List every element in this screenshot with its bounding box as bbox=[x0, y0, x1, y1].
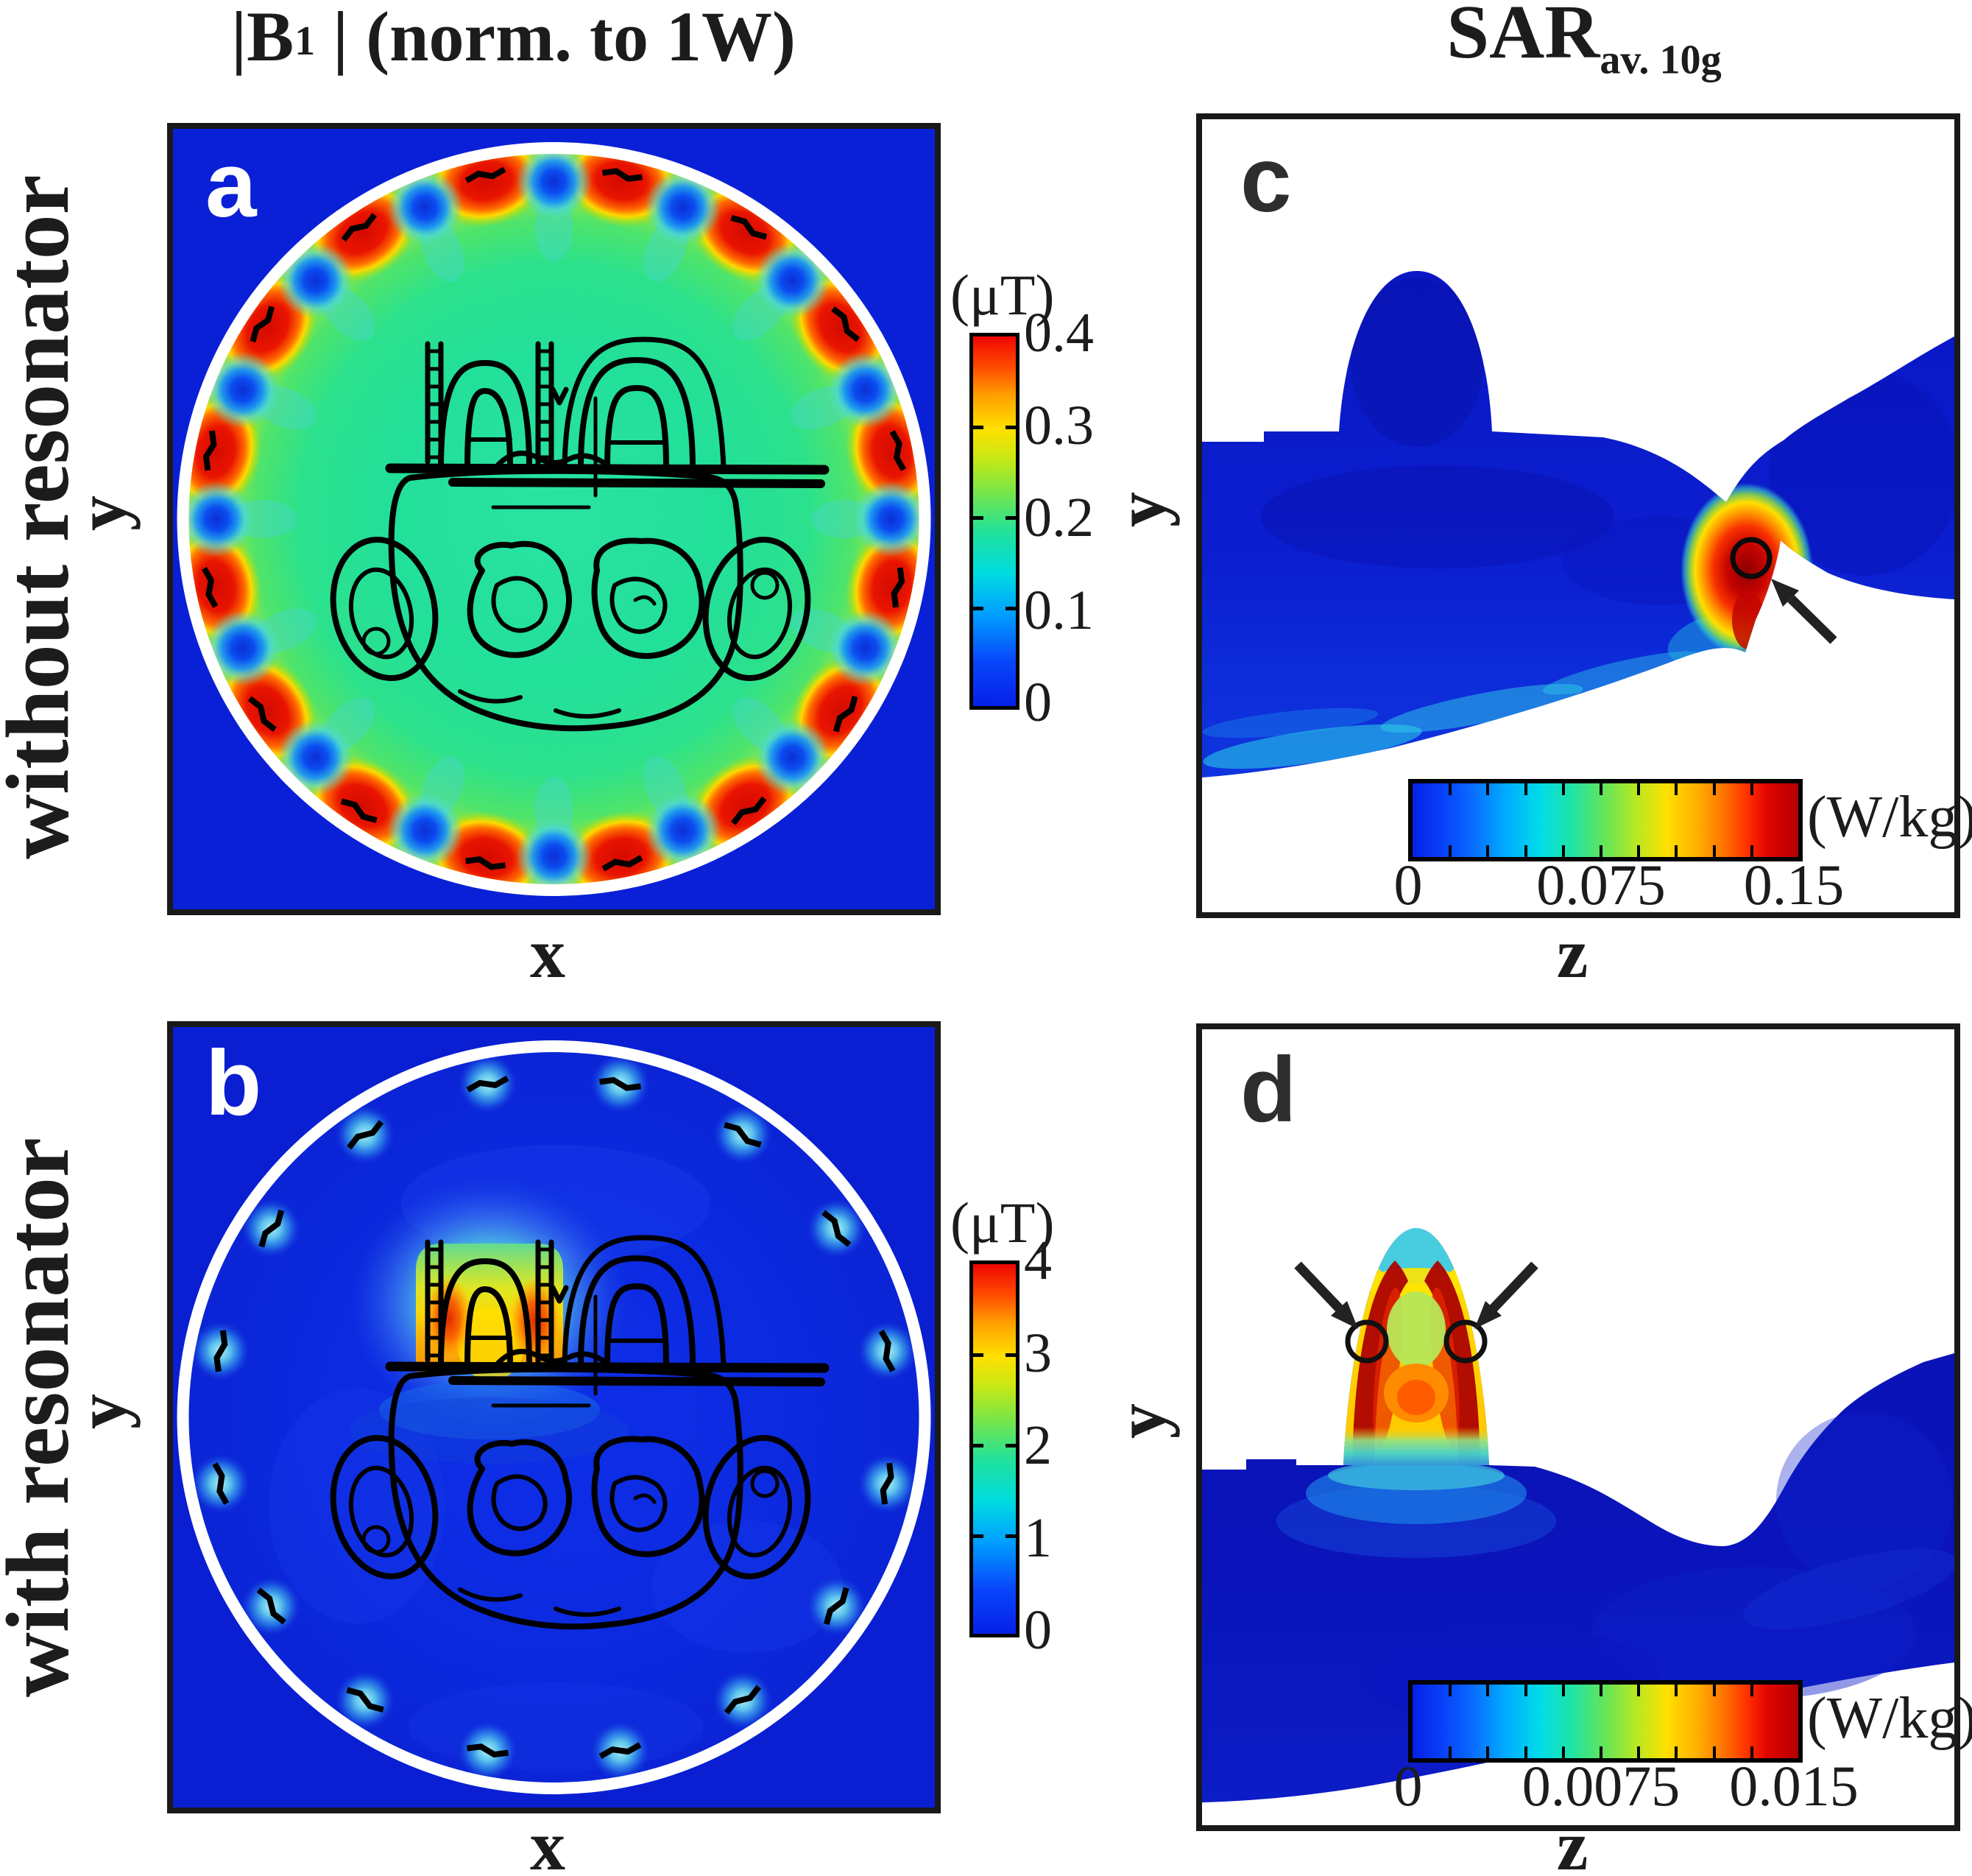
colorbar-tick-label: 0.0075 bbox=[1522, 1754, 1681, 1818]
hotspot-circle-marker bbox=[1730, 537, 1773, 579]
column-title-b1: |B+1| (norm. to 1W) bbox=[85, 0, 942, 77]
y-axis-label-panel-b: y bbox=[62, 1394, 141, 1429]
colorbar-sar-without: (W/kg) 0 0.075 0.15 bbox=[1394, 779, 1972, 926]
hotspot-arrow-right bbox=[1474, 1261, 1538, 1329]
colorbar-tick-label: 2 bbox=[1024, 1414, 1052, 1476]
colorbar-tick-label: 0.3 bbox=[1024, 394, 1094, 456]
title-b1-sub: 1 bbox=[294, 18, 316, 64]
rim-rung-dots bbox=[191, 1054, 917, 1781]
colorbar-tick-label: 0.1 bbox=[1024, 579, 1094, 641]
resonator-dome-hotspot bbox=[1343, 1228, 1489, 1465]
sar-heatmap-without-resonator bbox=[1202, 271, 1954, 777]
colorbar-tick-label: 0.15 bbox=[1743, 853, 1845, 917]
colorbar-tick-label: 0.075 bbox=[1536, 853, 1666, 917]
title-b1-post: | (norm. to 1W) bbox=[332, 0, 796, 76]
colorbar-unit-wkg: (W/kg) bbox=[1807, 1686, 1972, 1751]
coil-rung-marks bbox=[201, 166, 907, 872]
z-axis-label-panel-c: z bbox=[1556, 914, 1588, 992]
hotspot-circle-marker-right bbox=[1443, 1319, 1488, 1364]
colorbar-tick-label: 4 bbox=[1024, 1230, 1052, 1291]
colorbar-unit-wkg: (W/kg) bbox=[1807, 785, 1972, 850]
panel-a-b1-map-without-resonator: a bbox=[167, 123, 941, 915]
colorbar-tick-label: 0 bbox=[1393, 853, 1423, 917]
colorbar-tick-label: 0 bbox=[1024, 671, 1052, 733]
hotspot-arrow bbox=[1771, 579, 1837, 644]
panel-b-b1-map-with-resonator: b bbox=[167, 1021, 941, 1813]
title-b1-sup: + bbox=[294, 0, 318, 11]
column-title-sar: SARav. 10g bbox=[1196, 0, 1972, 83]
hotspot-circle-marker-left bbox=[1345, 1319, 1389, 1364]
panel-letter-a: a bbox=[205, 134, 257, 236]
colorbar-tick-label: 0.4 bbox=[1024, 302, 1094, 364]
colorbar-b1-with: (μT) 4 3 2 1 0 bbox=[950, 1190, 1161, 1676]
colorbar-gradient bbox=[969, 333, 1019, 710]
panel-letter-b: b bbox=[205, 1032, 262, 1135]
panel-c-sar-map-without-resonator: c bbox=[1196, 113, 1960, 918]
title-sar-main: SAR bbox=[1446, 0, 1600, 74]
title-b1-pre: |B bbox=[231, 0, 294, 76]
colorbar-gradient bbox=[1408, 779, 1803, 861]
colorbar-unit-uT: (μT) bbox=[950, 263, 1055, 327]
colorbar-tick-label: 1 bbox=[1024, 1506, 1052, 1569]
sar-heatmap-with-resonator bbox=[1202, 1228, 1954, 1802]
hotspot-arrow-left bbox=[1294, 1261, 1358, 1329]
x-axis-label-panel-a: x bbox=[530, 914, 565, 992]
panel-letter-d: d bbox=[1240, 1039, 1297, 1141]
title-sar-sub: av. 10g bbox=[1600, 37, 1722, 83]
colorbar-gradient bbox=[969, 1260, 1019, 1637]
b1-heatmap-with-resonator bbox=[173, 1027, 935, 1808]
panel-letter-c: c bbox=[1240, 129, 1292, 231]
colorbar-tick-label: 0 bbox=[1393, 1754, 1423, 1818]
y-axis-label-panel-a: y bbox=[62, 496, 141, 531]
title-b1-subsup: +1 bbox=[294, 0, 333, 64]
colorbar-b1-without: (μT) 0.4 0.3 0.2 0.1 0 bbox=[950, 262, 1161, 748]
colorbar-gradient bbox=[1408, 1680, 1803, 1763]
b1-heatmap-without-resonator bbox=[173, 129, 935, 909]
colorbar-tick-label: 3 bbox=[1024, 1322, 1052, 1384]
colorbar-tick-label: 0 bbox=[1024, 1599, 1052, 1661]
colorbar-sar-with: (W/kg) 0 0.0075 0.015 bbox=[1394, 1680, 1972, 1827]
x-axis-label-panel-b: x bbox=[530, 1806, 565, 1876]
colorbar-unit-uT: (μT) bbox=[950, 1191, 1055, 1255]
colorbar-tick-label: 0.2 bbox=[1024, 487, 1094, 549]
colorbar-tick-label: 0.015 bbox=[1729, 1754, 1859, 1818]
rim-null-dots bbox=[188, 154, 919, 884]
